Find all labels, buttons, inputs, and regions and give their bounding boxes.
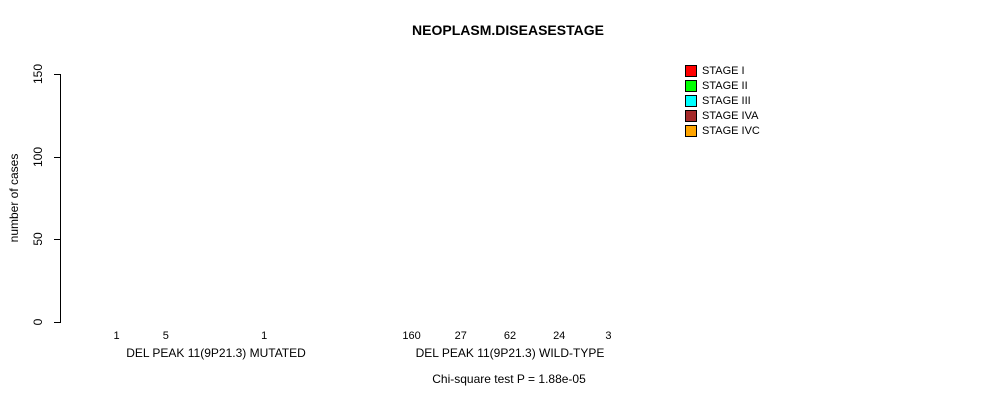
legend-swatch (685, 95, 697, 107)
legend-swatch (685, 110, 697, 122)
y-tick (54, 322, 61, 323)
y-tick (54, 156, 61, 158)
bar-value-label: 3 (605, 330, 612, 342)
bar-value-label: 160 (402, 330, 421, 342)
legend-label: STAGE IVA (702, 110, 759, 122)
y-axis-label: number of cases (7, 153, 21, 243)
bar-value-label: 24 (553, 330, 566, 342)
y-axis-line (60, 74, 61, 323)
y-tick (54, 74, 61, 75)
y-tick-label: 0 (31, 318, 45, 326)
legend-label: STAGE II (702, 80, 748, 92)
legend-swatch (685, 80, 697, 92)
legend-item: STAGE IVC (685, 125, 760, 137)
y-tick-label: 150 (31, 63, 45, 85)
y-tick-label: 100 (31, 146, 45, 167)
legend-label: STAGE III (702, 95, 751, 107)
legend-swatch (685, 125, 697, 137)
annotation-chi-square: Chi-square test P = 1.88e-05 (432, 372, 586, 386)
legend-label: STAGE I (702, 65, 745, 77)
y-tick (54, 239, 61, 241)
bar-value-label: 1 (261, 330, 268, 342)
legend-item: STAGE IVA (685, 110, 760, 122)
bar-value-label: 5 (162, 330, 169, 342)
legend-item: STAGE II (685, 80, 760, 92)
group-label-mutated: DEL PEAK 11(9P21.3) MUTATED (126, 346, 306, 360)
bar-value-label: 62 (503, 330, 517, 342)
legend: STAGE I STAGE II STAGE III STAGE IVA STAGE I… (685, 65, 760, 137)
bar-value-label: 1 (113, 330, 120, 342)
chart-title: NEOPLASM.DISEASESTAGE (412, 22, 604, 38)
legend-swatch (685, 65, 697, 77)
legend-label: STAGE IVC (702, 125, 760, 137)
legend-item: STAGE I (685, 65, 760, 77)
bar-value-label: 27 (454, 330, 467, 342)
group-label-wild-type: DEL PEAK 11(9P21.3) WILD-TYPE (415, 346, 605, 360)
y-tick-label: 50 (31, 232, 45, 247)
legend-item: STAGE III (685, 95, 760, 107)
